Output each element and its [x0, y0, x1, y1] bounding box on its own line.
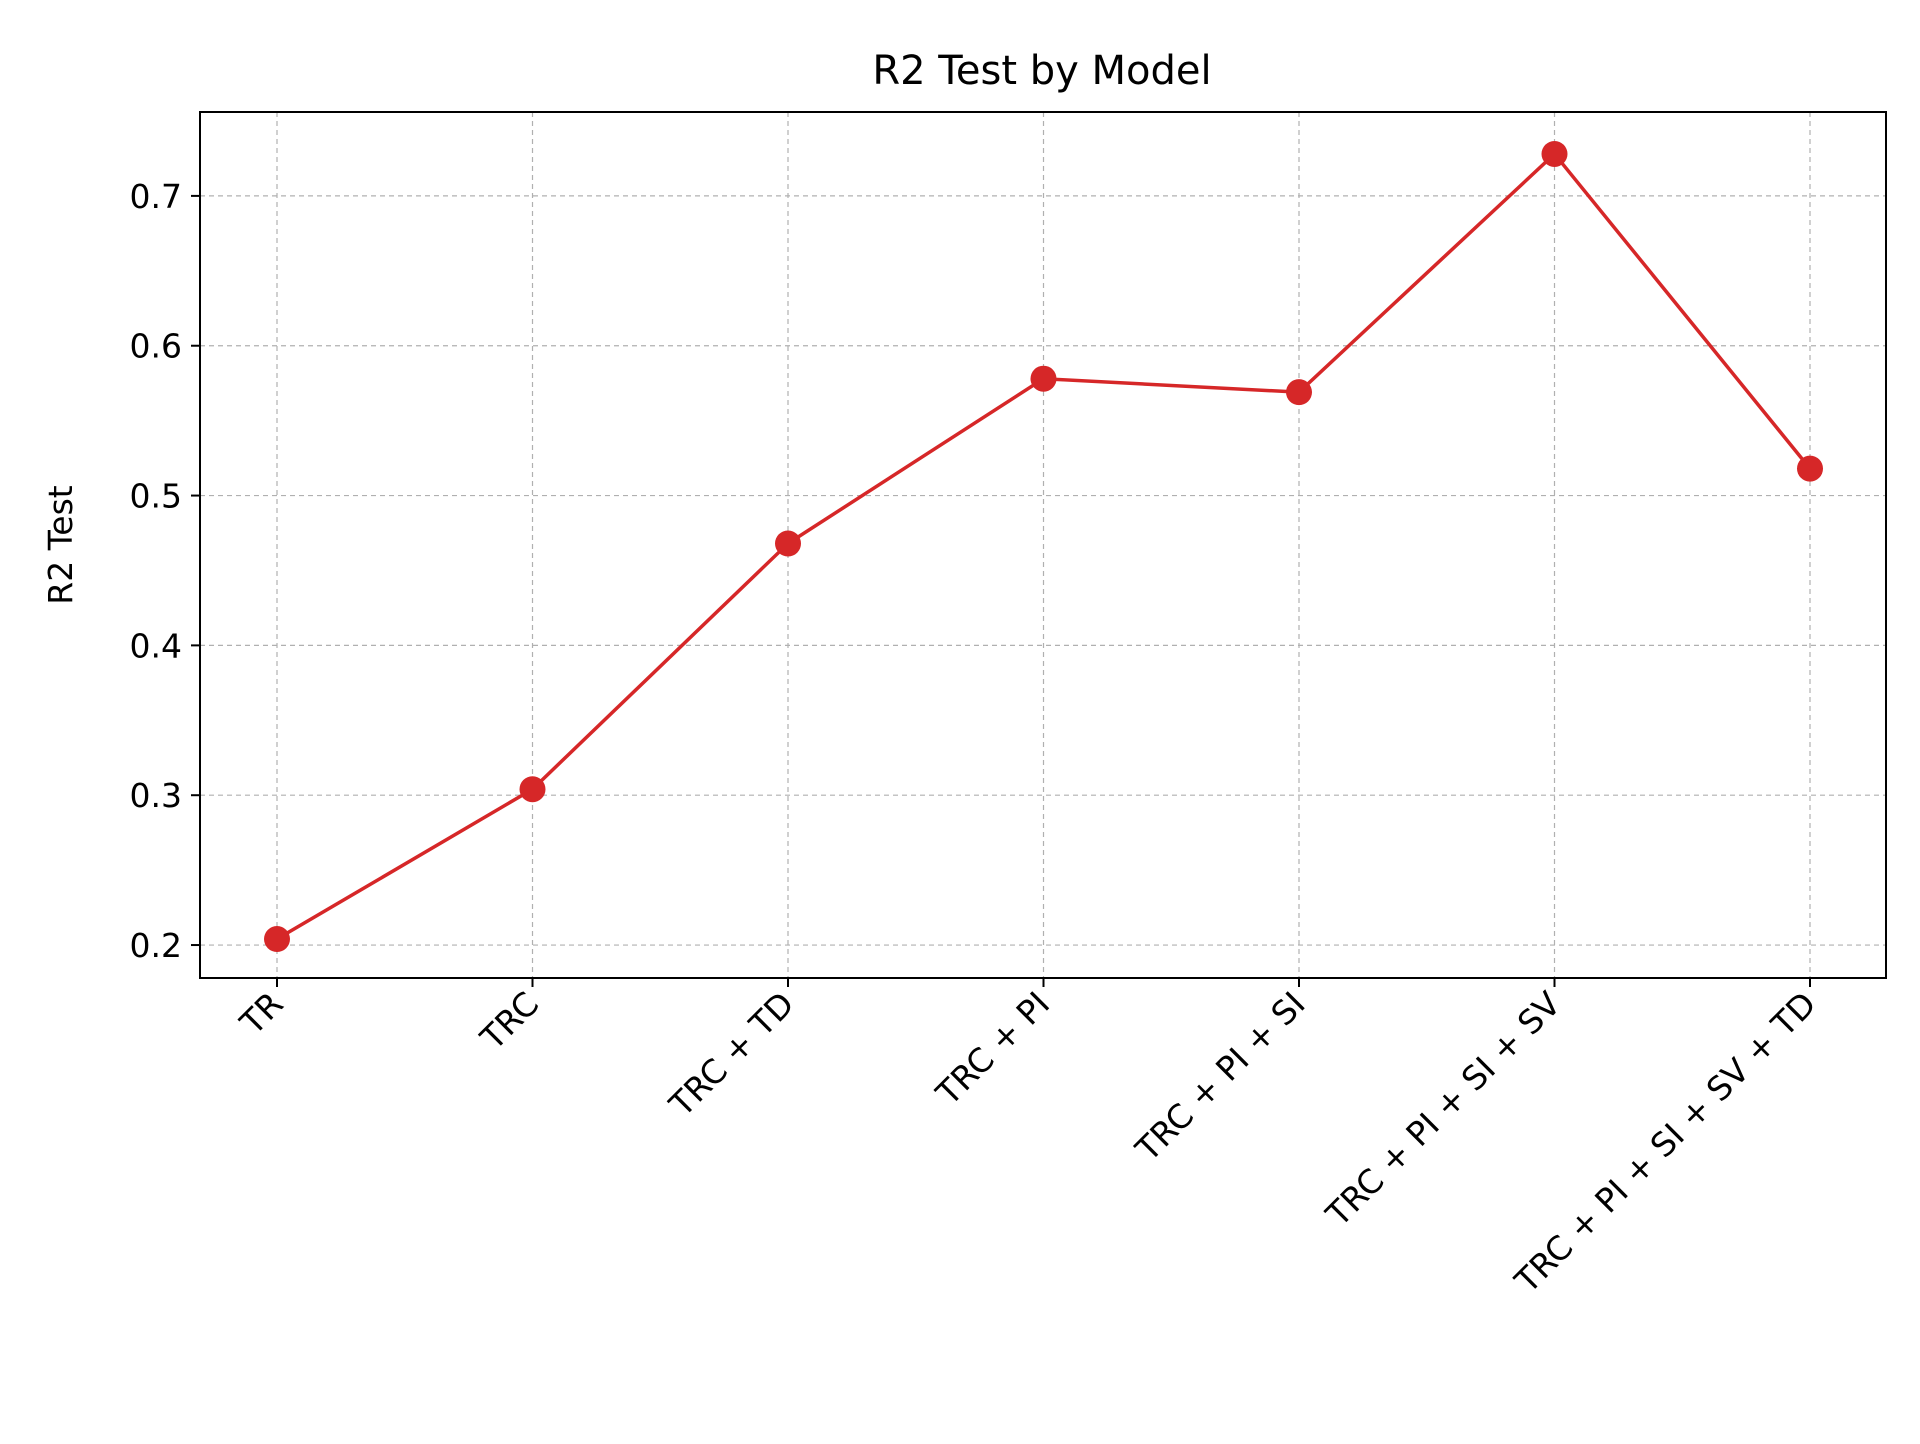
data-point — [1797, 455, 1823, 482]
y-tick-label: 0.7 — [130, 177, 182, 216]
y-tick-label: 0.3 — [130, 776, 182, 815]
plot-area-frame — [199, 111, 1887, 979]
y-axis-label: R2 Test — [41, 485, 80, 604]
data-point — [1030, 365, 1057, 392]
data-point — [264, 926, 290, 953]
y-tick-label: 0.4 — [130, 626, 182, 665]
data-point — [1541, 140, 1568, 167]
y-tick-label: 0.6 — [130, 327, 182, 366]
data-point — [775, 530, 801, 557]
data-point — [1286, 379, 1312, 406]
data-point — [519, 776, 546, 803]
y-tick-label: 0.2 — [130, 926, 182, 965]
chart-title: R2 Test by Model — [872, 48, 1211, 94]
data-series — [264, 140, 1823, 953]
y-tick-label: 0.5 — [130, 477, 182, 516]
grid-lines — [200, 112, 1886, 978]
